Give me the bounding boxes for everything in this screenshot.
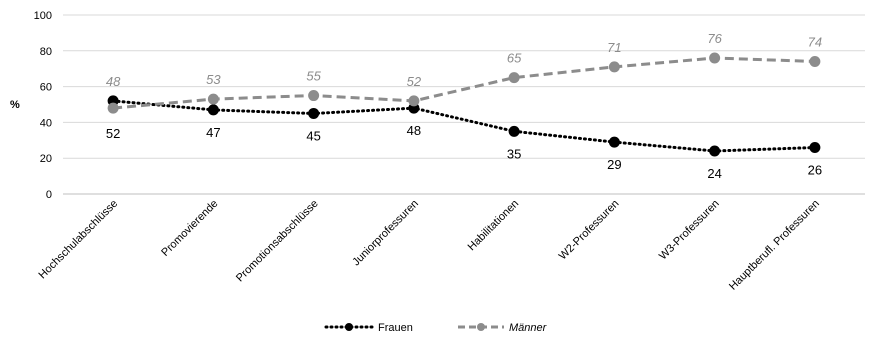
x-category-label: Promovierende [159,198,220,259]
y-tick-label: 20 [40,153,52,165]
data-point [709,52,721,64]
data-label: 45 [306,128,320,143]
data-point [107,102,119,114]
data-label: 52 [407,74,422,89]
series-points [107,52,821,157]
data-point [608,61,620,73]
data-label: 48 [106,74,121,89]
x-category-label: W2-Professuren [557,198,622,263]
data-label: 29 [607,157,621,172]
data-label: 76 [707,31,722,46]
y-axis-label: % [10,99,20,111]
data-label: 35 [507,146,521,161]
y-axis-ticks: 0 20 40 60 80 100 [34,10,52,201]
data-labels: 52 47 45 48 35 29 24 26 48 53 55 52 65 71 76 74 [106,31,822,181]
legend-frauen-label: Frauen [378,322,413,334]
legend-maenner-label: Männer [509,322,548,334]
data-point [308,90,320,102]
y-tick-label: 0 [46,189,52,201]
series-line-1 [112,56,815,110]
data-label: 53 [206,72,221,87]
legend-maenner-marker [477,323,485,331]
data-label: 24 [707,166,721,181]
data-point [308,107,320,119]
x-category-label: Juniorprofessuren [350,198,421,269]
data-point [207,104,219,116]
data-label: 52 [106,126,120,141]
gridlines [63,14,865,195]
legend: Frauen Männer [324,322,548,334]
y-tick-label: 60 [40,82,52,94]
data-label: 26 [808,162,822,177]
x-category-label: Habilitationen [466,198,522,254]
data-label: 74 [808,35,822,50]
y-tick-label: 80 [40,46,52,58]
x-category-label: W3-Professuren [657,198,722,263]
series-line-0 [111,99,817,153]
y-tick-label: 100 [34,10,52,22]
legend-frauen-marker [345,323,353,331]
y-tick-label: 40 [40,117,52,129]
data-point [508,125,520,137]
data-point [408,95,420,107]
data-point [809,56,821,68]
data-point [809,141,821,153]
data-label: 48 [407,123,421,138]
data-point [207,93,219,105]
data-label: 71 [607,40,621,55]
x-axis-categories: Hochschulabschlüsse Promovierende Promotio… [37,198,822,293]
data-point [508,72,520,84]
x-category-label: Hochschulabschlüsse [37,198,121,282]
series-lines [111,56,817,153]
data-label: 55 [306,69,321,84]
data-point [608,136,620,148]
data-label: 47 [206,125,220,140]
x-category-label: Promotionsabschlüsse [234,198,321,285]
x-category-label: Hauptberufl. Professuren [727,198,822,293]
data-label: 65 [507,51,522,66]
data-point [709,145,721,157]
